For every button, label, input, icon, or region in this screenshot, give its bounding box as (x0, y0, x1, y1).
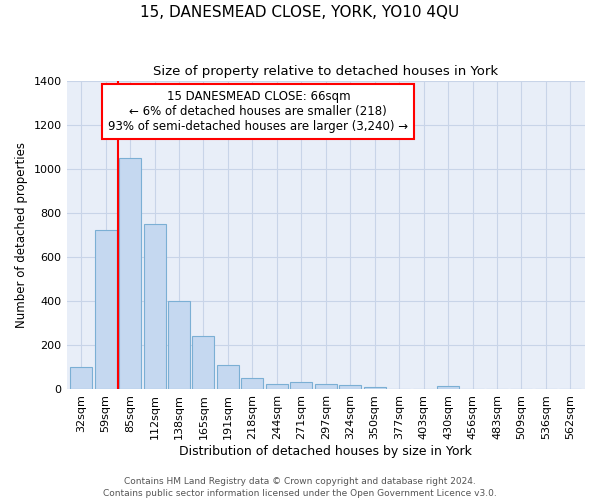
Text: 15 DANESMEAD CLOSE: 66sqm
← 6% of detached houses are smaller (218)
93% of semi-: 15 DANESMEAD CLOSE: 66sqm ← 6% of detach… (109, 90, 409, 133)
Bar (143, 224, 166, 389)
Text: 15, DANESMEAD CLOSE, YORK, YO10 4QU: 15, DANESMEAD CLOSE, YORK, YO10 4QU (140, 5, 460, 20)
Bar (437, 386, 459, 389)
Bar (70, 367, 92, 389)
Bar (95, 230, 116, 389)
Title: Size of property relative to detached houses in York: Size of property relative to detached ho… (153, 65, 499, 78)
Bar (217, 364, 239, 389)
X-axis label: Distribution of detached houses by size in York: Distribution of detached houses by size … (179, 444, 472, 458)
Bar (315, 384, 337, 389)
Bar (193, 336, 214, 389)
Bar (119, 158, 141, 389)
Bar (339, 385, 361, 389)
Text: Contains HM Land Registry data © Crown copyright and database right 2024.
Contai: Contains HM Land Registry data © Crown c… (103, 476, 497, 498)
Y-axis label: Number of detached properties: Number of detached properties (15, 142, 28, 328)
Bar (241, 378, 263, 389)
Bar (364, 387, 386, 389)
Bar (168, 301, 190, 389)
Bar (290, 382, 313, 389)
Bar (266, 384, 288, 389)
